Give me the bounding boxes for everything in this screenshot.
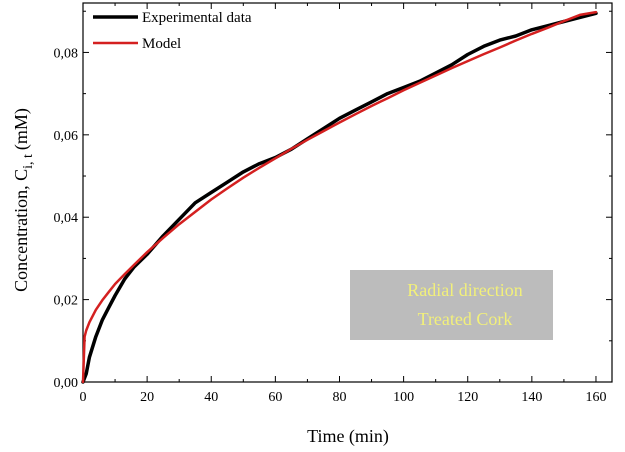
y-tick-label: 0,04 (54, 211, 79, 226)
annotation-box: Radial direction Treated Cork (350, 270, 553, 340)
x-axis-ticks: 0 20 40 60 80 100 120 140 160 (80, 3, 606, 405)
x-tick-label: 120 (457, 390, 478, 405)
x-tick-label: 0 (80, 390, 87, 405)
legend: Experimental data Model (93, 10, 252, 52)
plot-frame (82, 2, 613, 383)
annotation-background (350, 270, 553, 340)
annotation-line-radial: Radial direction (407, 280, 522, 300)
x-tick-label: 80 (332, 390, 346, 405)
x-tick-label: 60 (268, 390, 282, 405)
y-tick-label: 0,02 (54, 294, 79, 309)
legend-label-experimental: Experimental data (142, 10, 252, 26)
y-tick-label: 0,08 (54, 46, 79, 61)
y-tick-label: 0,00 (54, 376, 79, 391)
y-axis-title: Concentration, Ci, t (mM) (11, 108, 36, 292)
x-axis-title: Time (min) (307, 426, 389, 447)
plot-border (82, 2, 613, 383)
annotation-line-treated: Treated Cork (418, 309, 513, 329)
x-tick-label: 20 (140, 390, 154, 405)
legend-label-model: Model (142, 36, 181, 52)
x-tick-label: 40 (204, 390, 218, 405)
y-axis-ticks: 0,00 0,02 0,04 0,06 0,08 (54, 10, 612, 391)
series-layer (81, 10, 598, 384)
y-tick-label: 0,06 (54, 129, 79, 144)
x-tick-label: 140 (521, 390, 542, 405)
series-line-model (81, 10, 598, 384)
y-axis-title-subscript: i, t (21, 154, 36, 169)
y-axis-title-unit: (mM) (11, 108, 32, 150)
x-tick-label: 160 (585, 390, 606, 405)
x-tick-label: 100 (393, 390, 414, 405)
y-axis-title-main: Concentration, C (11, 169, 31, 292)
